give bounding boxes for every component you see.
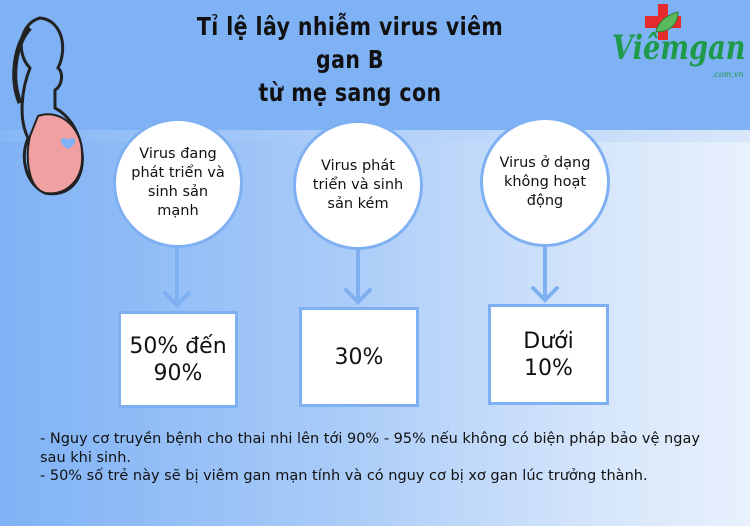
- logo-cross-leaf-icon: [645, 4, 681, 40]
- condition-circle: Virus ở dạng không hoạt động: [480, 117, 610, 247]
- rate-box: 50% đến 90%: [118, 311, 238, 408]
- logo-name: Viêmgan: [612, 28, 746, 68]
- arrow-down-icon: [163, 246, 191, 308]
- page-title: Tỉ lệ lây nhiễm virus viêm gan B từ mẹ s…: [178, 10, 522, 109]
- condition-circle: Virus đang phát triển và sinh sản mạnh: [113, 118, 243, 248]
- condition-text: Virus ở dạng không hoạt động: [499, 154, 591, 209]
- rate-box: Dưới 10%: [488, 304, 609, 405]
- rate-text: 50% đến 90%: [129, 333, 227, 386]
- note-item: - Nguy cơ truyền bệnh cho thai nhi lên t…: [40, 431, 700, 466]
- pregnant-woman-illustration: [12, 16, 84, 196]
- logo-domain: .com.vn: [712, 70, 744, 79]
- arrow-down-icon: [531, 246, 559, 303]
- rate-text: Dưới 10%: [523, 328, 574, 381]
- condition-circle: Virus phát triển và sinh sản kém: [293, 120, 423, 250]
- rate-box: 30%: [299, 307, 419, 407]
- note-item: - 50% số trẻ này sẽ bị viêm gan mạn tính…: [40, 468, 648, 484]
- title-line-1: Tỉ lệ lây nhiễm virus viêm gan B: [196, 12, 504, 74]
- title-line-2: từ mẹ sang con: [258, 78, 442, 107]
- arrow-down-icon: [344, 248, 372, 305]
- notes: - Nguy cơ truyền bệnh cho thai nhi lên t…: [40, 430, 720, 486]
- condition-text: Virus phát triển và sinh sản kém: [312, 157, 404, 212]
- rate-text: 30%: [334, 344, 384, 370]
- header-band: [0, 0, 750, 135]
- condition-text: Virus đang phát triển và sinh sản mạnh: [131, 146, 225, 219]
